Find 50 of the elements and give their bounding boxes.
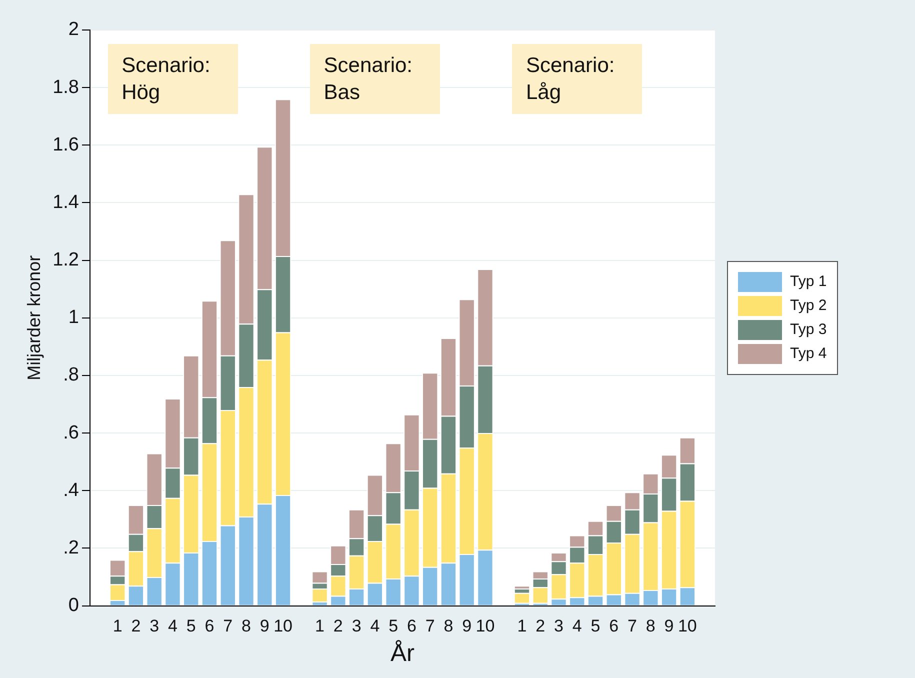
x-tick-label: 5 [186, 616, 196, 636]
x-tick-label: 7 [425, 616, 435, 636]
y-tick-label: .6 [63, 422, 80, 444]
y-axis-title: Miljarder kronor [24, 255, 44, 380]
x-tick-label: 2 [131, 616, 141, 636]
x-tick-label: 6 [406, 616, 416, 636]
y-tick-label: 0 [68, 595, 80, 616]
x-tick-label: 10 [476, 616, 495, 636]
x-tick-label: 8 [242, 616, 251, 636]
x-tick-label: 10 [274, 616, 292, 636]
x-tick-label: 6 [204, 616, 214, 636]
x-tick-label: 5 [590, 616, 600, 636]
x-tick-label: 1 [517, 616, 527, 636]
x-tick-label: 3 [352, 616, 362, 636]
x-tick-label: 4 [168, 616, 178, 636]
x-tick-label: 3 [554, 616, 564, 636]
legend-label: Typ 4 [790, 345, 827, 362]
x-tick-label: 9 [260, 616, 270, 636]
x-tick-label: 1 [315, 616, 325, 636]
x-tick-label: 4 [370, 616, 380, 636]
x-tick-label: 9 [664, 616, 674, 636]
annotation: Scenario: Hög [108, 44, 238, 114]
legend-label: Typ 3 [790, 321, 827, 338]
x-tick-label: 8 [444, 616, 454, 636]
legend-label: Typ 2 [790, 297, 827, 314]
x-tick-label: 7 [628, 616, 638, 636]
y-tick-label: 1.8 [52, 76, 80, 98]
y-tick-label: 1.2 [52, 250, 80, 271]
y-tick-label: .4 [63, 480, 80, 501]
x-tick-label: 2 [333, 616, 343, 636]
x-tick-label: 6 [609, 616, 619, 636]
x-tick-label: 2 [536, 616, 546, 636]
x-tick-label: 9 [462, 616, 472, 636]
x-tick-label: 1 [112, 616, 122, 636]
x-tick-label: 4 [572, 616, 582, 636]
x-tick-label: 7 [223, 616, 233, 636]
x-tick-label: 3 [150, 616, 160, 636]
y-tick-label: 1.4 [52, 192, 80, 213]
y-tick-label: 2 [68, 19, 80, 40]
x-tick-label: 5 [388, 616, 398, 636]
x-axis-title: År [390, 640, 415, 668]
annotation: Scenario: Bas [310, 44, 440, 114]
y-tick-label: .8 [63, 364, 80, 386]
x-tick-label: 8 [646, 616, 656, 636]
y-tick-label: 1 [68, 307, 80, 328]
legend-label: Typ 1 [790, 273, 827, 290]
y-tick-label: .2 [63, 537, 80, 558]
y-tick-label: 1.6 [52, 134, 80, 156]
annotation: Scenario: Låg [512, 44, 642, 114]
x-tick-label: 10 [678, 616, 697, 636]
